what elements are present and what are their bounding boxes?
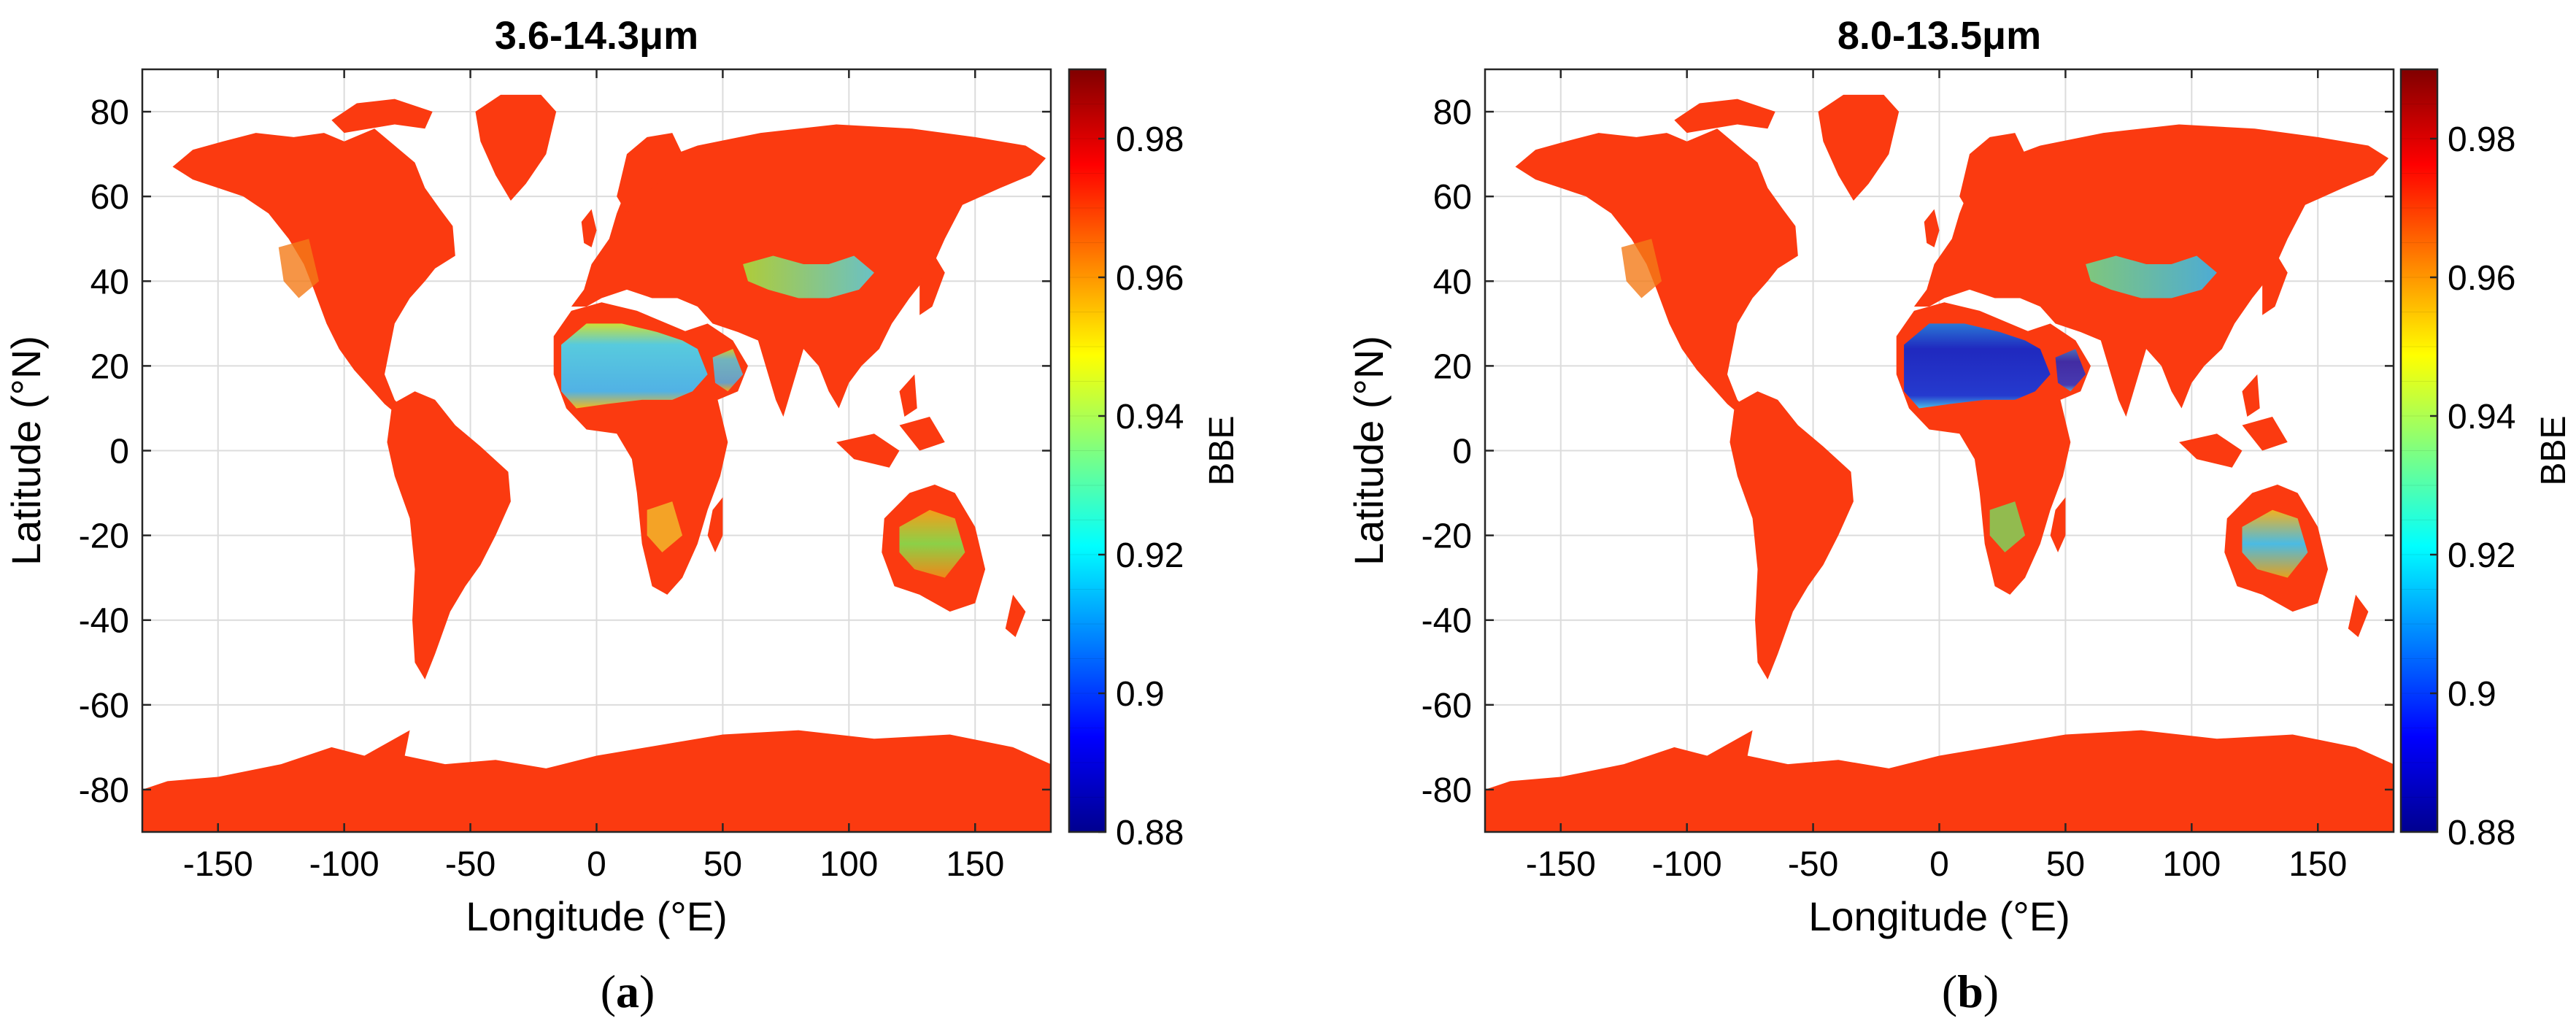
colorbar-tick-label: 0.96 [1116, 259, 1184, 298]
kalahari-desert [647, 501, 683, 552]
y-tick-label: 20 [1433, 347, 1472, 386]
colorbar-label: BBE [1203, 415, 1241, 485]
x-axis: -150 -100 -50 0 50 100 150 [1526, 69, 2347, 884]
panel-title: 3.6-14.3μm [495, 14, 698, 58]
central-asia-desert [2086, 255, 2217, 298]
sahara-desert [1904, 323, 2051, 409]
x-tick-label: -50 [1788, 845, 1838, 884]
subfigure-caption: (a) [601, 966, 655, 1017]
caption-open-paren: ( [601, 966, 616, 1017]
y-tick-label: 20 [90, 347, 129, 386]
y-tick-label: -80 [79, 771, 129, 810]
arabian-desert [2055, 349, 2086, 392]
y-tick-label: -80 [1422, 771, 1472, 810]
central-asia-desert [743, 255, 874, 298]
subfigure-caption: (b) [1942, 966, 1999, 1017]
x-tick-label: 0 [1929, 845, 1949, 884]
colorbar-tick-label: 0.94 [2448, 398, 2515, 436]
arabian-desert [712, 349, 744, 392]
caption-close-paren: ) [1983, 966, 1999, 1017]
colorbar-tick-label: 0.9 [1116, 675, 1165, 714]
y-axis-label: Latitude (°N) [1346, 336, 1392, 566]
panel-title: 8.0-13.5μm [1837, 14, 2041, 58]
colorbar: 0.98 0.96 0.94 0.92 0.9 0.88 BBE [2399, 68, 2573, 852]
y-tick-label: -60 [1422, 687, 1472, 725]
y-axis-label: Latitude (°N) [3, 336, 49, 566]
y-axis: 80 60 40 20 0 -20 -40 -60 -80 [79, 93, 1051, 810]
x-tick-label: -150 [183, 845, 253, 884]
y-tick-label: 60 [1433, 178, 1472, 217]
colorbar-tick-label: 0.98 [2448, 120, 2515, 159]
colorbar-scale [2401, 69, 2437, 832]
australia-interior [899, 509, 965, 578]
colorbar-tick-label: 0.94 [1116, 398, 1184, 436]
y-tick-label: -60 [79, 687, 129, 725]
x-tick-label: -50 [445, 845, 495, 884]
sahara-desert [561, 323, 708, 409]
map-panel-a: -150 -100 -50 0 50 100 150 80 60 40 20 0 -20 -40 -60 -8… [3, 14, 1241, 1017]
y-tick-label: -40 [79, 602, 129, 641]
western-us-arid [278, 239, 320, 298]
y-tick-label: 60 [90, 178, 129, 217]
x-tick-label: 150 [2288, 845, 2347, 884]
x-tick-label: -150 [1526, 845, 1596, 884]
land-raster [1485, 94, 2394, 833]
colorbar-frame [1068, 68, 1107, 833]
caption-close-paren: ) [639, 966, 655, 1017]
x-tick-label: 150 [946, 845, 1004, 884]
x-tick-label: 0 [587, 845, 606, 884]
x-tick-label: 50 [703, 845, 742, 884]
colorbar-scale [1069, 69, 1106, 832]
x-axis: -150 -100 -50 0 50 100 150 [183, 69, 1004, 884]
colorbar-tick-label: 0.92 [1116, 536, 1184, 575]
x-axis-label: Longitude (°E) [466, 893, 728, 939]
y-tick-label: 40 [1433, 263, 1472, 301]
y-tick-label: -40 [1422, 602, 1472, 641]
x-tick-label: 100 [820, 845, 878, 884]
y-tick-label: -20 [79, 517, 129, 556]
colorbar-tick-label: 0.9 [2448, 675, 2496, 714]
western-us-arid [1621, 239, 1662, 298]
y-tick-label: 80 [1433, 93, 1472, 132]
colorbar-tick-label: 0.88 [2448, 814, 2515, 852]
map-panel-b: -150 -100 -50 0 50 100 150 80 60 40 20 0 -20 -40 -60 -8… [1346, 14, 2573, 1017]
kalahari-desert [1989, 501, 2026, 552]
y-tick-label: 0 [1452, 433, 1472, 471]
land-raster [142, 94, 1051, 833]
x-tick-label: -100 [309, 845, 379, 884]
y-axis: 80 60 40 20 0 -20 -40 -60 -80 [1422, 93, 2394, 810]
x-tick-label: 100 [2162, 845, 2221, 884]
colorbar-tick-label: 0.96 [2448, 259, 2515, 298]
x-tick-label: 50 [2046, 845, 2085, 884]
caption-letter: a [616, 966, 639, 1017]
y-tick-label: 40 [90, 263, 129, 301]
x-tick-label: -100 [1652, 845, 1722, 884]
australia-interior [2242, 509, 2308, 578]
colorbar: 0.98 0.96 0.94 0.92 0.9 0.88 BBE [1068, 68, 1241, 852]
y-tick-label: 0 [109, 433, 129, 471]
colorbar-tick-label: 0.98 [1116, 120, 1184, 159]
caption-open-paren: ( [1942, 966, 1957, 1017]
y-tick-label: -20 [1422, 517, 1472, 556]
colorbar-label: BBE [2534, 415, 2573, 485]
colorbar-tick-label: 0.88 [1116, 814, 1184, 852]
caption-letter: b [1957, 966, 1983, 1017]
x-axis-label: Longitude (°E) [1808, 893, 2070, 939]
colorbar-tick-label: 0.92 [2448, 536, 2515, 575]
y-tick-label: 80 [90, 93, 129, 132]
colorbar-frame [2399, 68, 2439, 833]
